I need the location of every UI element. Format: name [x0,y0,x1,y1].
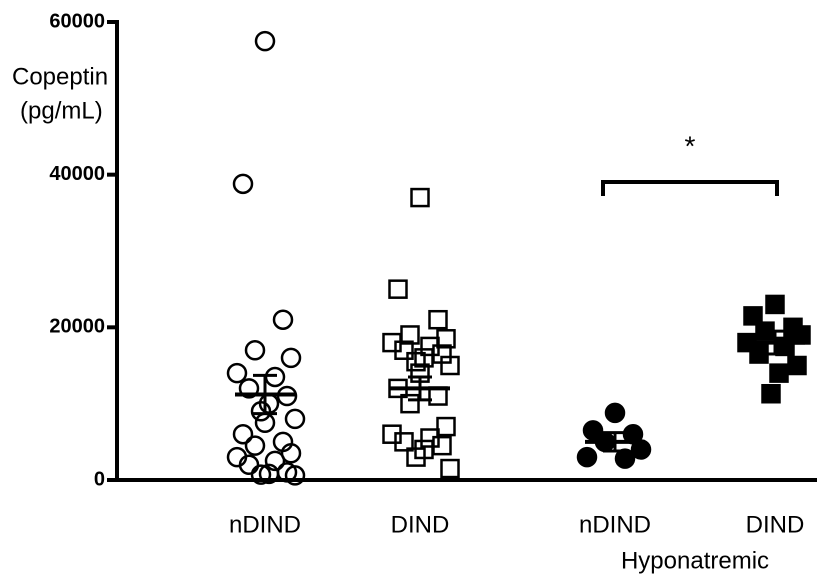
data-point [226,362,248,384]
data-point [761,383,781,404]
data-point [250,464,272,485]
data-point [244,435,266,456]
data-point [400,393,420,414]
error-bar [408,375,432,402]
y-tick-label: 20000 [49,316,105,338]
error-bar [253,373,277,416]
significance-bracket [601,180,779,196]
data-point [743,306,763,326]
data-point [436,416,456,437]
data-point [410,187,430,208]
data-point [254,30,276,52]
x-tick-label: nDIND [579,511,651,538]
data-point [284,465,306,486]
data-point [765,294,785,315]
significance-star: * [685,130,696,161]
data-point [394,340,414,360]
data-point [232,423,254,445]
data-point [264,450,286,472]
data-point [769,363,789,383]
y-axis-label: (pg/mL) [20,97,103,124]
data-point [284,408,306,430]
data-point [258,463,280,485]
data-point [272,309,294,330]
error-bar [763,329,787,356]
data-point [406,447,426,467]
data-point [238,454,260,475]
data-point [440,355,460,376]
data-point [394,432,414,452]
x-tick-label: DIND [391,511,450,538]
data-point [440,458,460,479]
data-point [604,402,626,424]
data-point [264,366,286,388]
data-point [250,401,272,422]
y-tick-label: 60000 [49,10,105,32]
group-label: Hyponatremic [621,547,769,574]
data-point [406,351,426,372]
x-tick-label: DIND [746,511,805,538]
data-point [280,347,302,369]
data-point [775,336,795,357]
data-point [254,412,276,433]
y-axis-label: Copeptin [12,63,108,90]
data-point [787,355,807,376]
y-tick-label: 0 [94,468,105,490]
y-tick-label: 40000 [49,163,105,185]
error-bar [603,431,627,453]
data-point [238,378,260,399]
data-point [576,446,598,468]
data-point [428,309,448,330]
x-tick-label: nDIND [229,511,301,538]
data-point [244,339,266,361]
data-point [280,443,302,464]
data-point [232,173,254,195]
data-point [388,279,408,299]
